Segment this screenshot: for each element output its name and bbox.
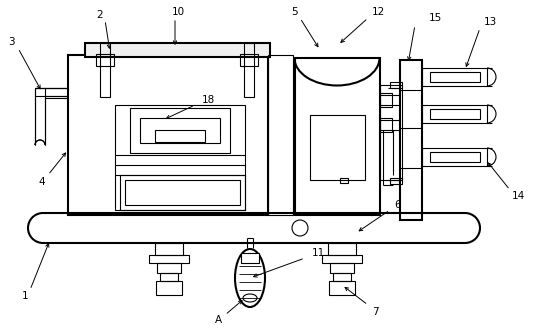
Text: 7: 7 [372,307,378,317]
Bar [140,118,220,143]
Bar [240,54,258,66]
Text: 13: 13 [484,17,496,27]
Text: 4: 4 [39,177,45,187]
Text: 18: 18 [201,95,215,105]
Bar [330,263,354,273]
Bar [328,243,356,255]
Text: 3: 3 [7,37,14,47]
Bar [322,255,362,263]
Text: 6: 6 [395,200,401,210]
Text: 5: 5 [292,7,299,17]
Bar [400,60,422,220]
Text: 15: 15 [429,13,441,23]
Bar [333,273,351,281]
Bar [422,68,487,86]
Bar [430,109,480,119]
Text: 1: 1 [22,291,28,301]
Bar [422,148,487,166]
Bar [422,105,487,123]
Bar [96,54,114,66]
Bar [268,55,293,215]
Ellipse shape [243,294,257,302]
Bar [120,175,245,210]
Bar [160,273,178,281]
Bar [68,55,268,215]
Bar [310,115,365,180]
Bar [149,255,189,263]
Text: 14: 14 [511,191,525,201]
Bar [156,281,182,295]
Bar [380,93,392,107]
Bar [157,263,181,273]
Text: 2: 2 [97,10,103,20]
Bar [380,85,402,180]
Bar [100,43,110,97]
Bar [155,130,205,142]
Bar [380,118,392,132]
Bar [390,82,402,88]
Bar [390,178,402,184]
Text: A: A [215,315,221,325]
Bar [244,43,254,97]
Ellipse shape [235,249,265,307]
Bar [155,243,183,255]
Text: 11: 11 [311,248,325,258]
Text: 10: 10 [171,7,185,17]
Bar [125,180,240,205]
Bar [430,152,480,162]
Text: 12: 12 [371,7,385,17]
Bar [85,43,270,57]
Bar [130,108,230,153]
Bar [241,253,259,263]
Bar [295,58,380,215]
Bar [430,72,480,82]
Bar [115,105,245,210]
Bar [329,281,355,295]
Bar [340,178,348,183]
